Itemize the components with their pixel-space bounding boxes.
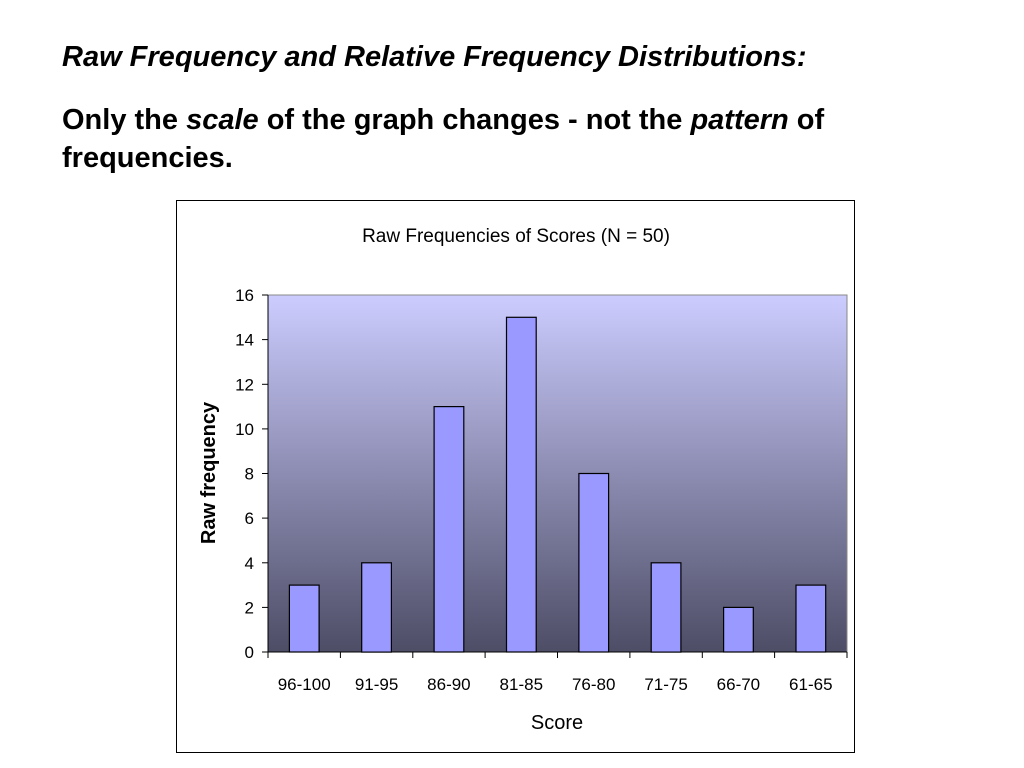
x-tick-label: 81-85 [500, 675, 543, 694]
x-tick-label: 71-75 [644, 675, 687, 694]
bar-91-95 [361, 562, 392, 653]
slide-subheading: Only the scale of the graph changes - no… [62, 102, 1002, 177]
y-tick-label: 14 [235, 331, 254, 350]
plot-area [267, 294, 848, 653]
bar-86-90 [433, 406, 465, 653]
y-tick-label: 16 [235, 286, 254, 305]
bar-96-100 [288, 584, 320, 653]
bar-61-65 [795, 584, 827, 653]
chart-frame: Raw Frequencies of Scores (N = 50) 96-10… [176, 200, 855, 753]
y-tick-label: 4 [245, 554, 254, 573]
y-tick-label: 10 [235, 420, 254, 439]
subheading-text-3: of frequencies. [62, 104, 825, 174]
bar-chart: Raw Frequencies of Scores (N = 50) 96-10… [198, 226, 848, 734]
x-tick-label: 61-65 [789, 675, 832, 694]
x-tick-label: 66-70 [717, 675, 760, 694]
x-tick-label: 91-95 [355, 675, 398, 694]
x-tick-label: 76-80 [572, 675, 615, 694]
x-tick-label: 96-100 [278, 675, 331, 694]
subheading-text-2: of the graph changes - not the [258, 104, 691, 136]
x-tick-label: 86-90 [427, 675, 470, 694]
y-tick-label: 8 [245, 465, 254, 484]
y-tick-label: 0 [245, 643, 254, 662]
slide-heading: Raw Frequency and Relative Frequency Dis… [62, 41, 807, 73]
y-tick-label: 6 [245, 509, 254, 528]
subheading-emphasis-pattern: pattern [690, 104, 789, 136]
bar-81-85 [505, 316, 537, 653]
subheading-text-1: Only the [62, 104, 187, 136]
y-tick-label: 12 [235, 375, 254, 394]
bar-71-75 [650, 562, 682, 653]
y-tick-label: 2 [245, 598, 254, 617]
subheading-emphasis-scale: scale [186, 104, 259, 136]
chart-title: Raw Frequencies of Scores (N = 50) [362, 226, 670, 247]
bar-76-80 [578, 472, 610, 653]
bar-66-70 [722, 606, 754, 653]
y-axis-label: Raw frequency [198, 401, 220, 544]
x-axis-label: Score [531, 712, 583, 734]
